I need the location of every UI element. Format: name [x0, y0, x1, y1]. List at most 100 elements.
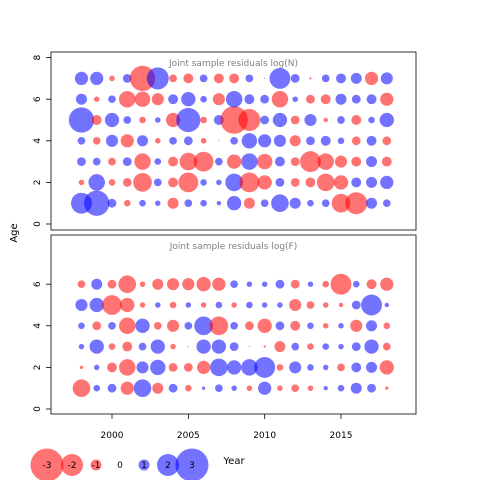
- residual-bubble: [146, 67, 169, 90]
- residual-bubble: [263, 345, 266, 348]
- y-tick-label: 0: [33, 406, 43, 412]
- residual-bubble: [108, 343, 116, 350]
- residual-bubble: [366, 361, 378, 373]
- residual-bubble: [317, 153, 334, 170]
- bubble-group: [68, 65, 394, 216]
- residual-bubble: [168, 363, 178, 372]
- residual-bubble: [168, 177, 179, 188]
- residual-bubble: [322, 364, 329, 371]
- residual-bubble: [92, 321, 102, 331]
- residual-bubble: [331, 193, 351, 213]
- residual-bubble: [320, 94, 331, 105]
- residual-bubble: [212, 93, 225, 106]
- residual-bubble: [364, 71, 379, 85]
- residual-bubble: [138, 342, 147, 351]
- residual-bubble: [78, 343, 85, 350]
- residual-bubble: [209, 316, 229, 336]
- residual-bubble: [230, 136, 238, 145]
- residual-bubble: [119, 359, 136, 376]
- residual-bubble: [366, 279, 377, 290]
- residual-bubble: [93, 384, 101, 392]
- residual-bubble: [241, 133, 258, 149]
- residual-bubble: [84, 190, 110, 216]
- residual-bubble: [139, 199, 146, 207]
- residual-bubble: [168, 94, 179, 105]
- residual-bubble: [74, 71, 89, 85]
- residual-bubble: [383, 322, 391, 330]
- residual-bubble: [291, 342, 300, 351]
- residual-bubble: [307, 385, 314, 391]
- residual-bubble: [167, 197, 179, 209]
- residual-bubble: [241, 153, 258, 170]
- residual-bubble: [290, 279, 300, 289]
- residual-bubble: [184, 199, 193, 208]
- legend-label: 1: [141, 461, 147, 471]
- residual-bubble: [215, 301, 223, 309]
- residual-bubble: [260, 115, 270, 125]
- residual-bubble: [321, 74, 330, 83]
- residual-bubble: [272, 112, 288, 128]
- residual-bubble: [351, 94, 361, 104]
- residual-bubble: [120, 381, 134, 395]
- residual-bubble: [213, 73, 224, 84]
- residual-bubble: [135, 318, 150, 333]
- residual-bubble: [167, 319, 180, 332]
- residual-bubble: [385, 386, 389, 390]
- residual-bubble: [322, 302, 329, 308]
- residual-bubble: [380, 92, 394, 106]
- residual-bubble: [216, 201, 222, 206]
- residual-bubble: [258, 381, 272, 395]
- legend-label: -2: [68, 461, 77, 471]
- residual-bubble: [257, 175, 272, 190]
- residual-bubble: [245, 74, 254, 83]
- residual-bubble: [241, 359, 258, 376]
- legend-bubble: [30, 448, 64, 480]
- residual-bubble: [211, 339, 227, 354]
- residual-bubble: [351, 136, 361, 146]
- bubble-group: [72, 273, 394, 398]
- residual-bubble: [139, 116, 146, 124]
- residual-bubble: [350, 382, 362, 394]
- residual-bubble: [309, 77, 312, 80]
- residual-bubble: [79, 365, 84, 370]
- x-tick-label: 2005: [177, 431, 200, 441]
- panel-title: Joint sample residuals log(N): [168, 59, 298, 69]
- residual-bubble: [92, 157, 101, 166]
- residual-bubble: [243, 197, 255, 209]
- residual-bubble: [78, 179, 85, 186]
- residual-bubble: [275, 321, 285, 331]
- residual-bubble: [322, 280, 330, 288]
- residual-bubble: [153, 178, 162, 187]
- residual-bubble: [368, 116, 375, 124]
- residual-bubble: [109, 75, 115, 82]
- residual-bubble: [93, 364, 100, 371]
- residual-bubble: [275, 178, 285, 187]
- residual-bubble: [338, 323, 344, 329]
- residual-bubble: [165, 112, 181, 128]
- residual-bubble: [107, 362, 117, 373]
- residual-bubble: [269, 67, 291, 89]
- residual-bubble: [108, 95, 116, 104]
- residual-bubble: [122, 341, 133, 352]
- residual-bubble: [352, 280, 360, 288]
- residual-bubble: [231, 385, 237, 391]
- residual-bubble: [200, 138, 207, 144]
- residual-bubble: [350, 319, 363, 332]
- residual-bubble: [108, 157, 116, 166]
- residual-bubble: [274, 341, 286, 353]
- legend-bubble: [61, 454, 83, 476]
- residual-bubble: [292, 96, 298, 102]
- residual-bubble: [119, 90, 136, 108]
- legend-label: -1: [92, 461, 101, 471]
- residual-bubble: [210, 358, 228, 377]
- residual-bubble: [216, 179, 222, 186]
- residual-bubble: [307, 364, 314, 371]
- residual-bubble: [182, 278, 195, 291]
- residual-bubble: [290, 320, 301, 331]
- residual-bubble: [261, 281, 268, 287]
- residual-bubble: [150, 339, 165, 354]
- residual-bubble: [330, 273, 352, 295]
- residual-bubble: [351, 362, 362, 373]
- residual-bubble: [179, 152, 198, 171]
- residual-bubble: [380, 175, 394, 189]
